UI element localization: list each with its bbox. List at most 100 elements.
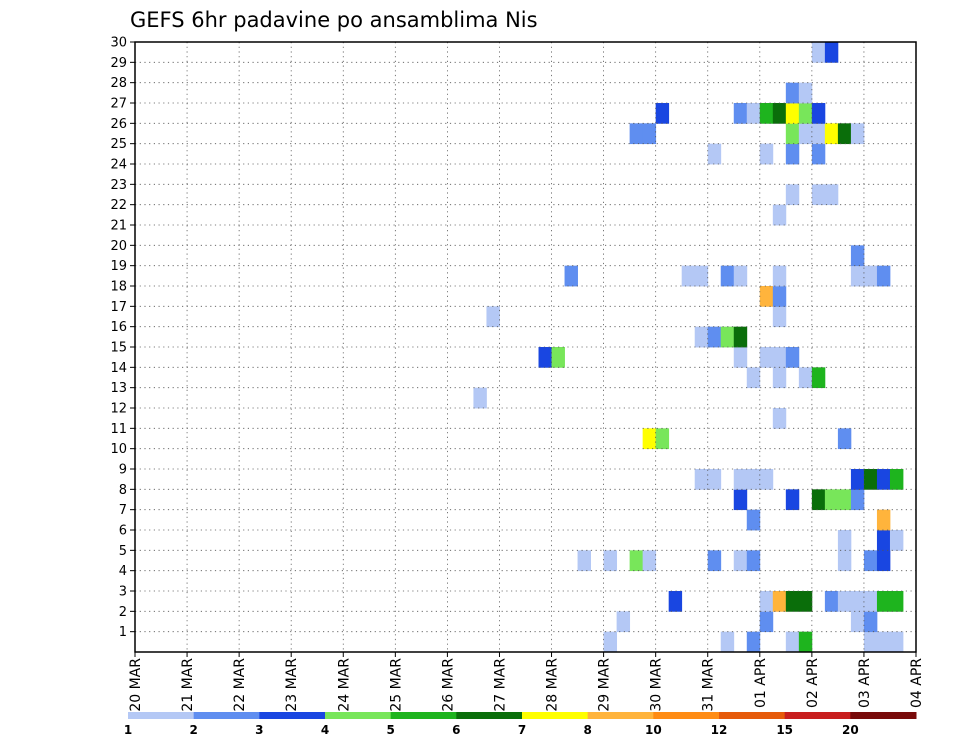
heatmap-cell xyxy=(876,631,891,653)
heatmap-cell xyxy=(837,428,852,450)
y-tick-label: 14 xyxy=(110,361,127,376)
y-tick-label: 20 xyxy=(110,239,127,254)
heatmap-cell xyxy=(798,591,813,612)
colorbar-label: 4 xyxy=(321,723,329,737)
y-tick-label: 27 xyxy=(110,97,127,112)
heatmap-cell xyxy=(746,631,761,653)
x-tick-label: 20 MAR xyxy=(128,658,144,712)
heatmap-cell xyxy=(785,123,800,145)
heatmap-cell xyxy=(759,286,774,307)
colorbar-label: 3 xyxy=(255,723,263,737)
x-tick-label: 04 APR xyxy=(909,658,925,708)
heatmap-cell xyxy=(486,306,500,328)
x-tick-label: 22 MAR xyxy=(232,658,248,712)
heatmap-cell xyxy=(564,265,578,287)
heatmap-cell xyxy=(746,367,761,389)
heatmap-cell xyxy=(811,489,826,511)
heatmap-cell xyxy=(811,184,826,206)
colorbar-label: 7 xyxy=(518,723,526,737)
y-tick-label: 11 xyxy=(110,422,127,437)
colorbar-swatch xyxy=(390,712,457,719)
colorbar: 1 2 3 4 5 6 7 8 10 12 15 20 xyxy=(124,712,917,737)
heatmap-cell xyxy=(694,326,709,348)
heatmap-cell xyxy=(785,103,800,124)
colorbar-label: 12 xyxy=(711,723,728,737)
colorbar-label: 6 xyxy=(452,723,460,737)
heatmap-cell xyxy=(837,591,852,612)
heatmap-cell xyxy=(837,489,852,511)
heatmap-cell xyxy=(811,143,826,165)
cells-layer xyxy=(473,42,904,653)
y-tick-label: 21 xyxy=(110,219,127,234)
heatmap-cell xyxy=(798,631,813,653)
x-tick-label: 26 MAR xyxy=(440,658,456,712)
x-axis: 20 MAR 21 MAR 22 MAR 23 MAR 24 MAR 25 MAR 26 M… xyxy=(128,652,925,712)
heatmap-cell xyxy=(863,550,878,572)
heatmap-cell xyxy=(785,489,800,511)
heatmap-cell xyxy=(785,591,800,612)
heatmap-cell xyxy=(720,265,735,287)
heatmap-cell xyxy=(889,631,904,653)
heatmap-cell xyxy=(785,143,800,165)
heatmap-cell xyxy=(850,245,865,267)
y-tick-label: 6 xyxy=(119,524,127,539)
x-tick-label: 21 MAR xyxy=(180,658,196,712)
heatmap-cell xyxy=(733,103,748,124)
heatmap-cell xyxy=(707,326,722,348)
heatmap-cell xyxy=(733,326,748,348)
heatmap-cell xyxy=(811,123,826,145)
heatmap-cell xyxy=(798,367,813,389)
heatmap-cell xyxy=(850,591,865,612)
heatmap-cell xyxy=(629,550,644,572)
heatmap-cell xyxy=(811,42,826,63)
heatmap-cell xyxy=(876,530,891,551)
x-tick-label: 29 MAR xyxy=(597,658,613,712)
heatmap-cell xyxy=(629,123,644,145)
heatmap-cell xyxy=(746,469,761,490)
y-tick-label: 1 xyxy=(119,625,127,640)
heatmap-cell xyxy=(798,103,813,124)
colorbar-swatch xyxy=(128,712,195,719)
y-tick-label: 28 xyxy=(110,76,127,91)
colorbar-swatch xyxy=(784,712,851,719)
heatmap-cell xyxy=(538,347,552,368)
heatmap-cell xyxy=(850,123,865,145)
heatmap-cell xyxy=(772,306,787,328)
heatmap-cell xyxy=(785,184,800,206)
y-tick-label: 15 xyxy=(110,341,127,356)
heatmap-cell xyxy=(811,367,826,389)
heatmap-cell xyxy=(772,286,787,307)
heatmap-cell xyxy=(603,550,618,572)
colorbar-swatch xyxy=(325,712,392,719)
colorbar-swatch xyxy=(456,712,523,719)
heatmap-cell xyxy=(798,82,813,104)
y-tick-label: 2 xyxy=(119,605,127,620)
x-tick-label: 23 MAR xyxy=(284,658,300,712)
heatmap-cell xyxy=(850,489,865,511)
heatmap-cell xyxy=(824,42,839,63)
heatmap-cell xyxy=(746,103,761,124)
y-tick-label: 10 xyxy=(110,442,127,457)
heatmap-cell xyxy=(837,550,852,572)
heatmap-cell xyxy=(837,123,852,145)
colorbar-label: 2 xyxy=(189,723,197,737)
heatmap-cell xyxy=(785,82,800,104)
x-tick-label: 01 APR xyxy=(753,658,769,708)
heatmap-cell xyxy=(811,103,826,124)
heatmap-cell xyxy=(863,469,878,490)
y-tick-label: 3 xyxy=(119,585,127,600)
colorbar-swatch xyxy=(193,712,260,719)
y-tick-label: 24 xyxy=(110,158,127,173)
heatmap-cell xyxy=(720,326,735,348)
heatmap-cell xyxy=(733,347,748,368)
heatmap-cell xyxy=(876,591,891,612)
y-tick-label: 4 xyxy=(119,564,127,579)
x-tick-label: 31 MAR xyxy=(701,658,717,712)
x-tick-label: 24 MAR xyxy=(336,658,352,712)
colorbar-swatch xyxy=(653,712,720,719)
heatmap-cell xyxy=(772,265,787,287)
heatmap-cell xyxy=(759,591,774,612)
y-tick-label: 7 xyxy=(119,503,127,518)
